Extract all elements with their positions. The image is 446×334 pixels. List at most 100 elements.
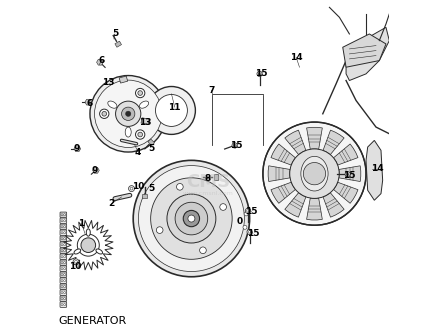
Polygon shape	[323, 193, 344, 217]
Circle shape	[99, 109, 109, 119]
Circle shape	[138, 132, 143, 137]
Circle shape	[64, 268, 66, 270]
Circle shape	[64, 304, 66, 306]
Text: 8: 8	[205, 174, 211, 183]
Circle shape	[64, 220, 66, 222]
Circle shape	[136, 130, 145, 139]
Circle shape	[177, 183, 183, 190]
Polygon shape	[271, 182, 295, 203]
Circle shape	[64, 298, 66, 300]
FancyBboxPatch shape	[60, 248, 66, 254]
Polygon shape	[334, 144, 358, 165]
Text: CMS: CMS	[186, 173, 230, 191]
Circle shape	[64, 232, 66, 234]
Text: 15: 15	[255, 69, 268, 78]
Circle shape	[247, 210, 249, 212]
Circle shape	[233, 144, 236, 147]
Circle shape	[188, 215, 195, 222]
Ellipse shape	[125, 127, 131, 137]
Text: 1: 1	[78, 219, 85, 228]
Circle shape	[220, 204, 227, 210]
Circle shape	[64, 256, 66, 258]
Text: GENERATOR: GENERATOR	[58, 316, 127, 326]
Polygon shape	[268, 166, 290, 181]
Ellipse shape	[86, 229, 90, 236]
FancyBboxPatch shape	[60, 212, 66, 217]
Polygon shape	[306, 127, 322, 149]
Polygon shape	[74, 146, 81, 152]
Polygon shape	[142, 194, 148, 198]
Text: 14: 14	[372, 164, 384, 173]
Circle shape	[125, 111, 131, 117]
Circle shape	[64, 292, 66, 294]
Circle shape	[61, 238, 63, 240]
Polygon shape	[141, 118, 149, 124]
Circle shape	[183, 210, 199, 227]
Circle shape	[81, 238, 95, 253]
Circle shape	[64, 238, 66, 240]
Circle shape	[61, 226, 63, 228]
FancyBboxPatch shape	[60, 296, 66, 301]
FancyBboxPatch shape	[60, 278, 66, 284]
Circle shape	[61, 268, 63, 270]
Polygon shape	[97, 59, 103, 65]
Circle shape	[148, 87, 195, 134]
Text: 15: 15	[230, 141, 243, 150]
Ellipse shape	[301, 156, 328, 191]
Circle shape	[64, 214, 66, 216]
Polygon shape	[119, 76, 128, 83]
Circle shape	[61, 232, 63, 234]
Circle shape	[116, 101, 141, 127]
Text: 15: 15	[343, 171, 355, 180]
Circle shape	[151, 178, 232, 259]
Polygon shape	[323, 130, 344, 155]
FancyBboxPatch shape	[60, 242, 66, 247]
Circle shape	[156, 95, 187, 127]
Circle shape	[138, 91, 143, 96]
Text: 7: 7	[208, 86, 215, 95]
Text: 6: 6	[99, 56, 105, 65]
Circle shape	[122, 107, 135, 121]
Circle shape	[61, 304, 63, 306]
Polygon shape	[64, 220, 113, 270]
Circle shape	[61, 220, 63, 222]
Circle shape	[157, 227, 163, 233]
Text: 13: 13	[102, 78, 115, 87]
Circle shape	[61, 214, 63, 216]
Polygon shape	[148, 139, 154, 146]
Circle shape	[175, 202, 208, 235]
Circle shape	[64, 262, 66, 264]
Polygon shape	[339, 166, 361, 181]
Circle shape	[61, 250, 63, 252]
Text: 5: 5	[112, 29, 118, 38]
Circle shape	[64, 250, 66, 252]
Circle shape	[200, 247, 206, 254]
Circle shape	[74, 261, 77, 263]
FancyBboxPatch shape	[60, 224, 66, 229]
Circle shape	[133, 160, 250, 277]
Circle shape	[248, 231, 251, 233]
Circle shape	[257, 71, 262, 76]
Circle shape	[130, 187, 133, 190]
Polygon shape	[343, 34, 386, 67]
Circle shape	[77, 234, 99, 256]
FancyBboxPatch shape	[60, 218, 66, 223]
Circle shape	[138, 166, 244, 272]
FancyBboxPatch shape	[60, 260, 66, 266]
Polygon shape	[215, 174, 219, 180]
Polygon shape	[85, 99, 91, 105]
Text: 5: 5	[149, 184, 155, 193]
Text: 4: 4	[135, 148, 141, 157]
Text: 9: 9	[92, 166, 98, 175]
Text: 6: 6	[87, 99, 93, 108]
Text: 15: 15	[245, 207, 257, 216]
Text: 11: 11	[169, 103, 181, 112]
Circle shape	[64, 226, 66, 228]
Text: 14: 14	[290, 53, 302, 62]
Polygon shape	[366, 140, 383, 200]
FancyBboxPatch shape	[60, 266, 66, 272]
Circle shape	[243, 225, 247, 229]
Circle shape	[290, 149, 339, 198]
Circle shape	[64, 286, 66, 288]
Ellipse shape	[96, 249, 103, 254]
